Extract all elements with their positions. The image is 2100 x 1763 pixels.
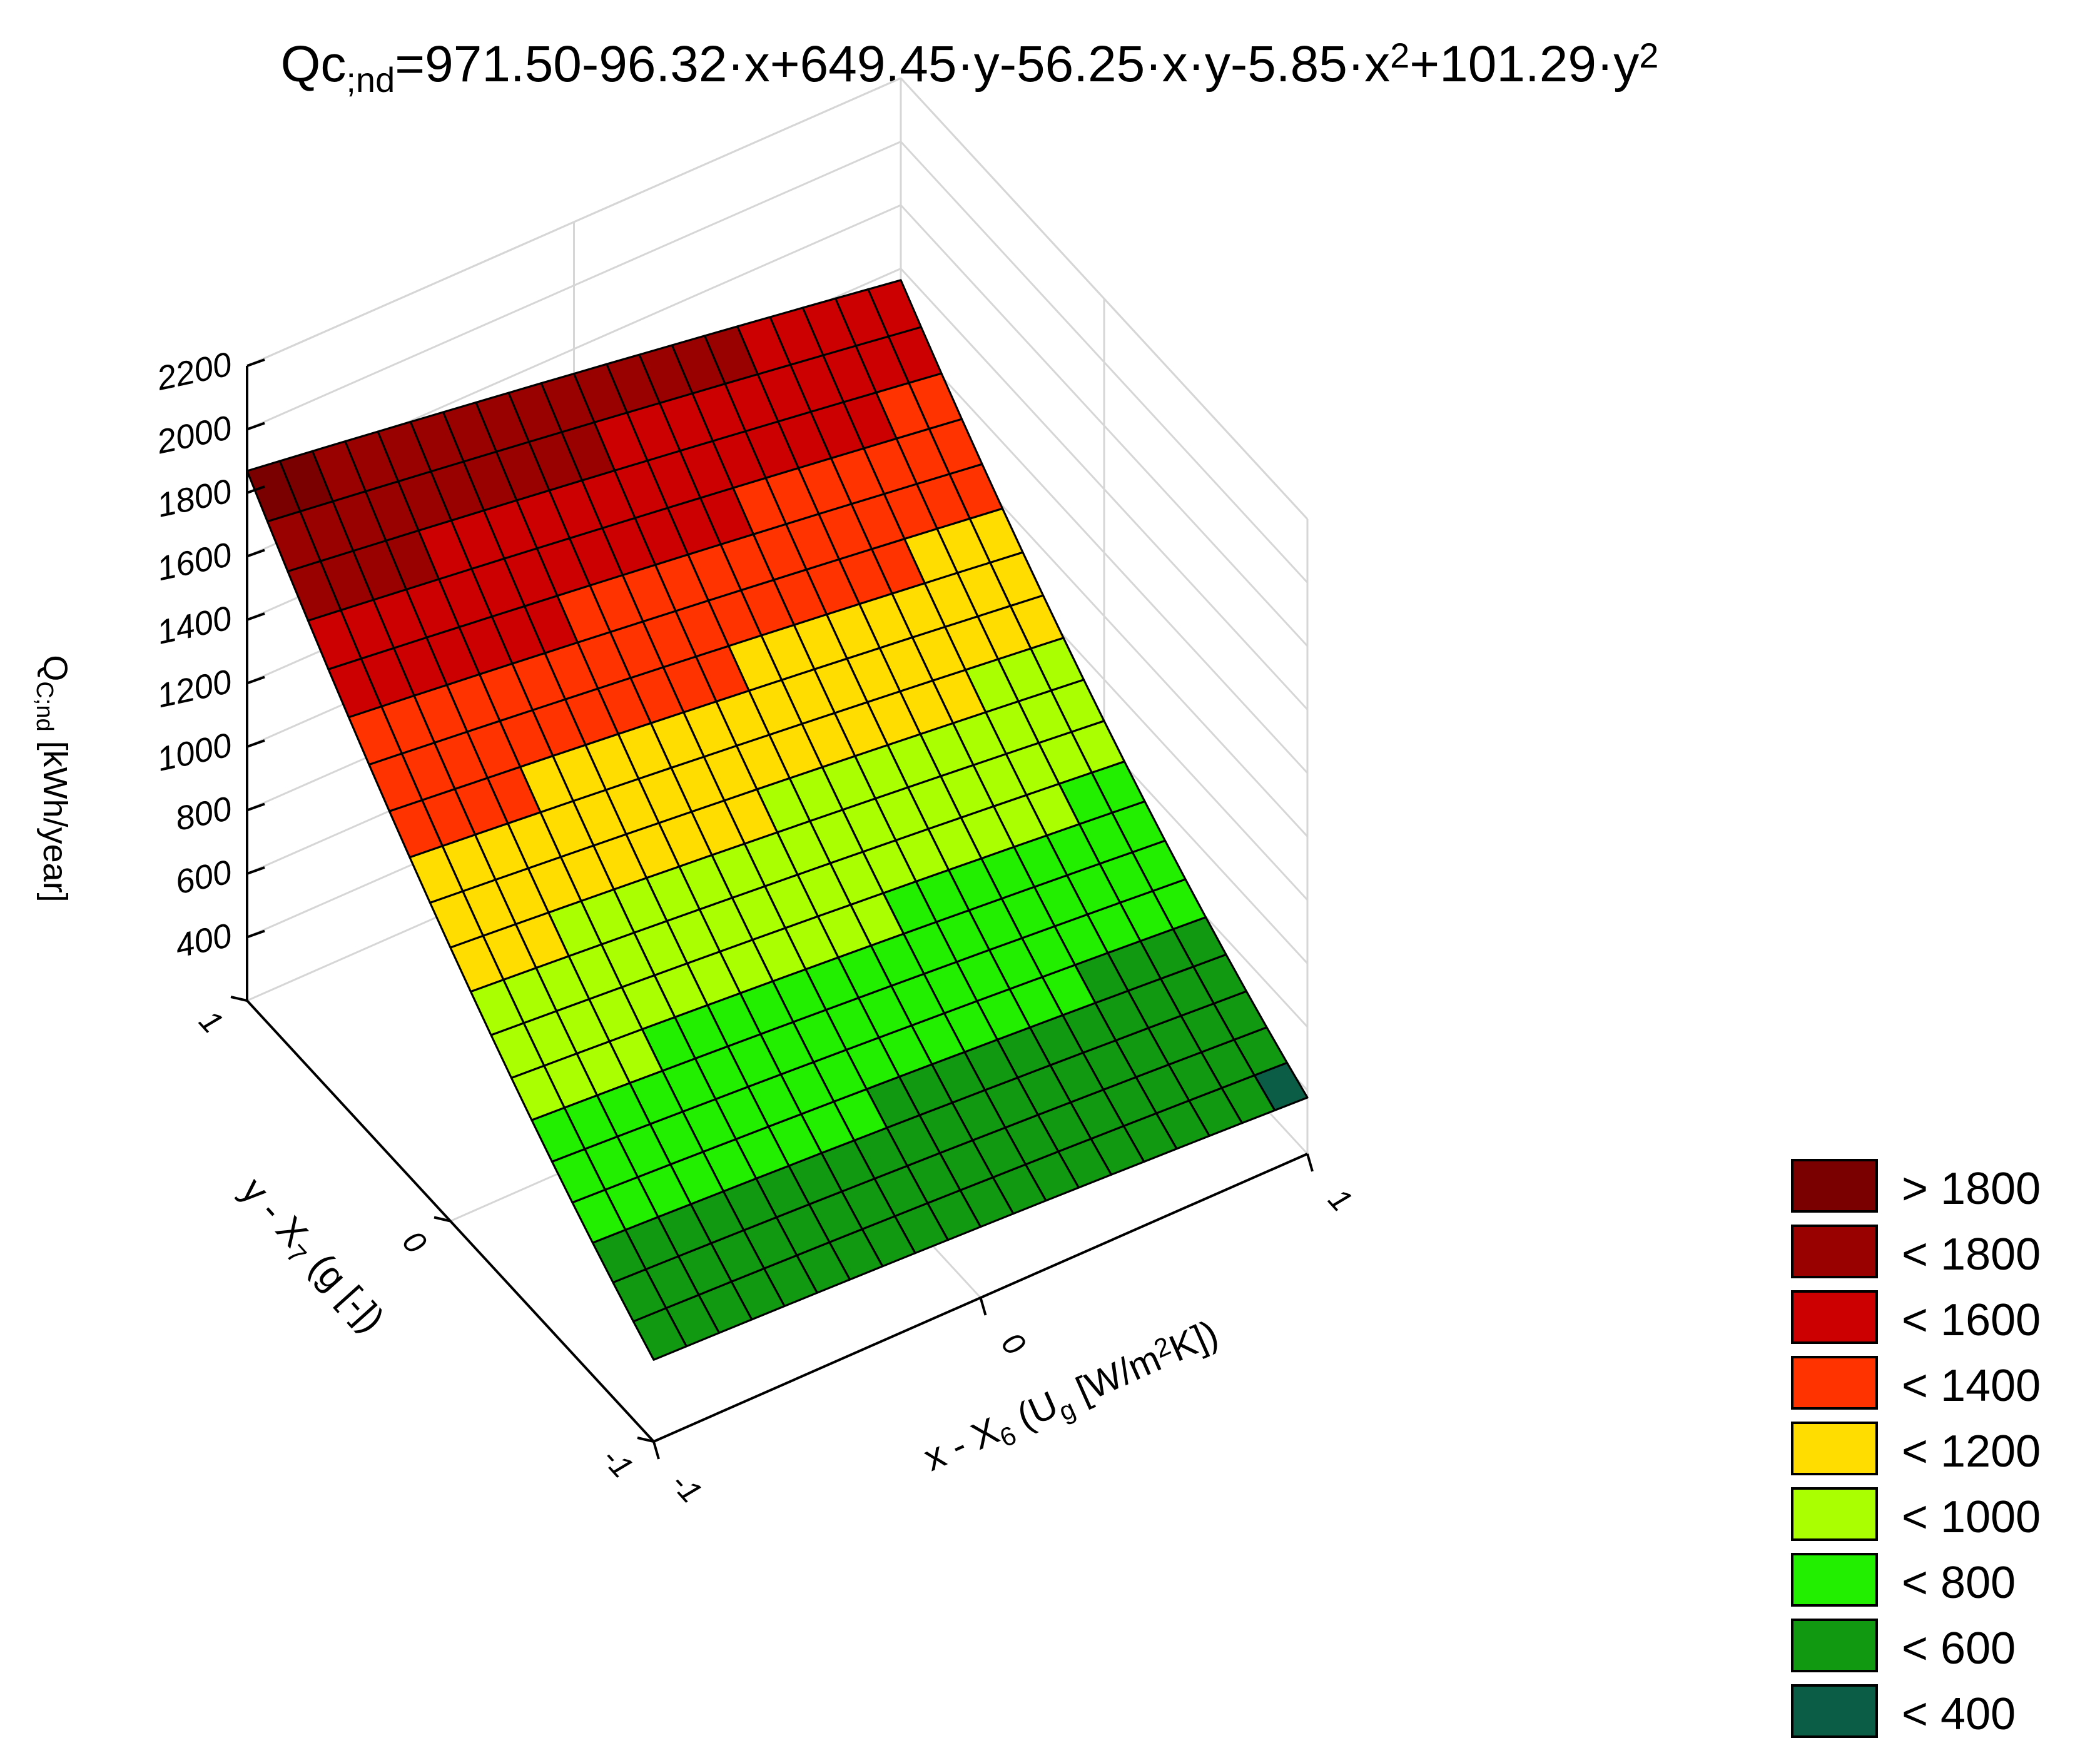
legend-swatch-7 bbox=[1791, 1619, 1878, 1672]
legend-swatch-5 bbox=[1791, 1487, 1878, 1541]
x-tick-label-0: -1 bbox=[664, 1465, 709, 1510]
z-axis-title: QC;nd [kWh/year] bbox=[31, 655, 74, 902]
back-grid-line-12 bbox=[900, 77, 1309, 520]
legend-label-8: < 400 bbox=[1902, 1689, 2016, 1739]
z-tick-mark-1800 bbox=[246, 485, 265, 494]
z-tick-label-600: 600 bbox=[172, 853, 235, 901]
surface-cell-399 bbox=[632, 1307, 687, 1361]
legend: > 1800 < 1800 < 1600 < 1400 < 1200 < 1000 < 80… bbox=[1791, 1159, 2041, 1739]
back-grid-line-14 bbox=[900, 141, 1309, 583]
legend-label-5: < 1000 bbox=[1902, 1492, 2041, 1542]
legend-swatch-8 bbox=[1791, 1684, 1878, 1738]
legend-swatch-6 bbox=[1791, 1553, 1878, 1607]
x-tick-mark-1 bbox=[979, 1297, 987, 1316]
legend-label-1: < 1800 bbox=[1902, 1230, 2041, 1280]
z-tick-label-400: 400 bbox=[172, 917, 235, 965]
legend-label-4: < 1200 bbox=[1902, 1427, 2041, 1477]
x-tick-mark-2 bbox=[1306, 1153, 1314, 1172]
z-tick-mark-1200 bbox=[246, 675, 265, 685]
legend-swatch-4 bbox=[1791, 1422, 1878, 1475]
z-tick-mark-400 bbox=[246, 929, 265, 939]
y-axis-title: y - X7 (g [-]) bbox=[229, 1169, 392, 1344]
z-tick-label-1400: 1400 bbox=[154, 599, 235, 652]
back-grid-line-11 bbox=[246, 77, 901, 367]
x-tick-label-2: 1 bbox=[1322, 1182, 1359, 1218]
back-grid-line-13 bbox=[246, 141, 901, 430]
y-tick-label-0: -1 bbox=[596, 1440, 640, 1485]
z-tick-label-2000: 2000 bbox=[153, 409, 235, 462]
legend-label-0: > 1800 bbox=[1902, 1164, 2041, 1214]
z-tick-mark-2200 bbox=[246, 358, 265, 367]
x-tick-label-1: 0 bbox=[995, 1326, 1032, 1362]
legend-label-7: < 600 bbox=[1902, 1624, 2016, 1674]
legend-swatch-3 bbox=[1791, 1356, 1878, 1410]
x-axis-title: x - X6 (Ug [W/m2K]) bbox=[917, 1311, 1226, 1484]
z-tick-mark-1600 bbox=[246, 548, 265, 558]
legend-label-6: < 800 bbox=[1902, 1558, 2016, 1608]
y-tick-mark-1 bbox=[434, 1216, 451, 1223]
legend-swatch-1 bbox=[1791, 1225, 1878, 1278]
y-tick-mark-2 bbox=[230, 996, 248, 1002]
z-tick-label-1800: 1800 bbox=[154, 472, 235, 525]
z-tick-mark-1000 bbox=[246, 739, 265, 748]
back-grid-line-20 bbox=[900, 331, 1309, 774]
legend-swatch-0 bbox=[1791, 1159, 1878, 1213]
y-tick-label-1: 0 bbox=[396, 1224, 434, 1260]
z-tick-label-1200: 1200 bbox=[154, 663, 235, 715]
legend-swatch-2 bbox=[1791, 1290, 1878, 1344]
z-tick-mark-600 bbox=[246, 866, 265, 875]
surface-plot bbox=[246, 279, 1309, 1361]
legend-label-3: < 1400 bbox=[1902, 1361, 2041, 1411]
chart-title: Qc;nd=971.50-96.32·x+649.45·y-56.25·x·y-… bbox=[281, 36, 1659, 99]
z-tick-mark-800 bbox=[246, 802, 265, 812]
back-grid-line-16 bbox=[900, 204, 1309, 647]
z-tick-label-1000: 1000 bbox=[154, 726, 235, 779]
z-tick-label-2200: 2200 bbox=[153, 345, 235, 398]
z-tick-label-1600: 1600 bbox=[154, 536, 235, 589]
y-tick-label-2: 1 bbox=[193, 1004, 230, 1040]
back-grid-line-18 bbox=[900, 268, 1309, 710]
x-tick-mark-0 bbox=[652, 1441, 660, 1460]
z-tick-mark-1400 bbox=[246, 612, 265, 621]
y-tick-mark-0 bbox=[637, 1437, 654, 1443]
legend-label-2: < 1600 bbox=[1902, 1295, 2041, 1345]
z-tick-mark-2000 bbox=[246, 422, 265, 431]
z-tick-label-800: 800 bbox=[172, 790, 235, 838]
